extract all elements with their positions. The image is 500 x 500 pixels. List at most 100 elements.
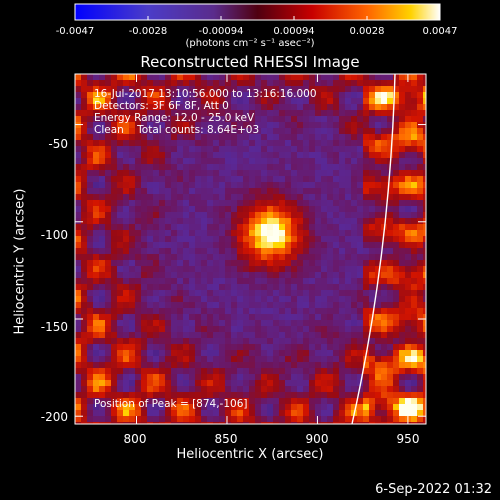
heatmap-cell: [417, 254, 424, 261]
heatmap-cell: [183, 224, 190, 231]
heatmap-cell: [129, 242, 136, 249]
heatmap-cell: [219, 104, 226, 111]
heatmap-cell: [123, 188, 130, 195]
heatmap-cell: [171, 398, 178, 405]
heatmap-cell: [327, 134, 334, 141]
heatmap-cell: [393, 404, 400, 411]
heatmap-cell: [141, 212, 148, 219]
heatmap-cell: [93, 158, 100, 165]
heatmap-cell: [333, 140, 340, 147]
heatmap-cell: [87, 218, 94, 225]
heatmap-cell: [237, 284, 244, 291]
heatmap-cell: [93, 422, 100, 424]
heatmap-cell: [255, 296, 262, 303]
heatmap-cell: [105, 110, 112, 117]
heatmap-cell: [147, 278, 154, 285]
heatmap-cell: [93, 248, 100, 255]
heatmap-cell: [273, 188, 280, 195]
heatmap-cell: [249, 152, 256, 159]
heatmap-cell: [183, 338, 190, 345]
heatmap-cell: [309, 242, 316, 249]
heatmap-cell: [303, 122, 310, 129]
heatmap-cell: [147, 230, 154, 237]
heatmap-cell: [399, 410, 406, 417]
heatmap-cell: [273, 104, 280, 111]
heatmap-cell: [399, 176, 406, 183]
heatmap-cell: [201, 188, 208, 195]
heatmap-cell: [369, 140, 376, 147]
heatmap-cell: [327, 278, 334, 285]
heatmap-cell: [147, 218, 154, 225]
heatmap-cell: [225, 266, 232, 273]
heatmap-cell: [339, 398, 346, 405]
heatmap-cell: [201, 110, 208, 117]
heatmap-cell: [351, 224, 358, 231]
heatmap-cell: [171, 356, 178, 363]
heatmap-cell: [387, 416, 394, 423]
heatmap-cell: [405, 200, 412, 207]
heatmap-cell: [279, 224, 286, 231]
heatmap-cell: [375, 404, 382, 411]
heatmap-cell: [189, 344, 196, 351]
heatmap-cell: [387, 398, 394, 405]
heatmap-cell: [321, 206, 328, 213]
heatmap-cell: [249, 386, 256, 393]
heatmap-cell: [195, 320, 202, 327]
heatmap-cell: [117, 392, 124, 399]
heatmap-cell: [333, 380, 340, 387]
heatmap-cell: [261, 410, 268, 417]
heatmap-cell: [75, 122, 82, 129]
heatmap-cell: [315, 368, 322, 375]
heatmap-cell: [111, 326, 118, 333]
heatmap-cell: [417, 386, 424, 393]
heatmap-cell: [195, 356, 202, 363]
heatmap-cell: [153, 392, 160, 399]
heatmap-cell: [303, 164, 310, 171]
heatmap-cell: [261, 134, 268, 141]
heatmap-cell: [225, 254, 232, 261]
heatmap-cell: [111, 134, 118, 141]
heatmap-cell: [279, 296, 286, 303]
heatmap-cell: [285, 206, 292, 213]
heatmap-cell: [201, 152, 208, 159]
heatmap-cell: [225, 164, 232, 171]
heatmap-cell: [171, 290, 178, 297]
heatmap-cell: [237, 224, 244, 231]
heatmap-cell: [399, 164, 406, 171]
heatmap-cell: [111, 236, 118, 243]
heatmap-cell: [273, 236, 280, 243]
heatmap-cell: [345, 266, 352, 273]
heatmap-cell: [279, 200, 286, 207]
heatmap-cell: [177, 290, 184, 297]
heatmap-cell: [237, 278, 244, 285]
heatmap-cell: [225, 338, 232, 345]
heatmap-cell: [369, 386, 376, 393]
heatmap-cell: [369, 236, 376, 243]
heatmap-cell: [267, 212, 274, 219]
heatmap-cell: [423, 404, 426, 411]
heatmap-cell: [153, 344, 160, 351]
heatmap-cell: [333, 98, 340, 105]
heatmap-cell: [357, 236, 364, 243]
heatmap-cell: [351, 350, 358, 357]
heatmap-cell: [105, 248, 112, 255]
heatmap-cell: [327, 170, 334, 177]
colorbar-tick-label: 0.00094: [273, 26, 315, 37]
heatmap-cell: [123, 230, 130, 237]
heatmap-cell: [309, 422, 316, 424]
heatmap-cell: [321, 326, 328, 333]
heatmap-cell: [165, 356, 172, 363]
heatmap-cell: [219, 242, 226, 249]
heatmap-cell: [111, 158, 118, 165]
heatmap-cell: [231, 218, 238, 225]
heatmap-cell: [381, 392, 388, 399]
heatmap-cell: [81, 236, 88, 243]
heatmap-cell: [249, 260, 256, 267]
heatmap-cell: [81, 224, 88, 231]
heatmap-cell: [219, 362, 226, 369]
heatmap-cell: [189, 158, 196, 165]
heatmap-cell: [393, 86, 400, 93]
heatmap-cell: [195, 218, 202, 225]
heatmap-cell: [327, 158, 334, 165]
heatmap-cell: [147, 416, 154, 423]
